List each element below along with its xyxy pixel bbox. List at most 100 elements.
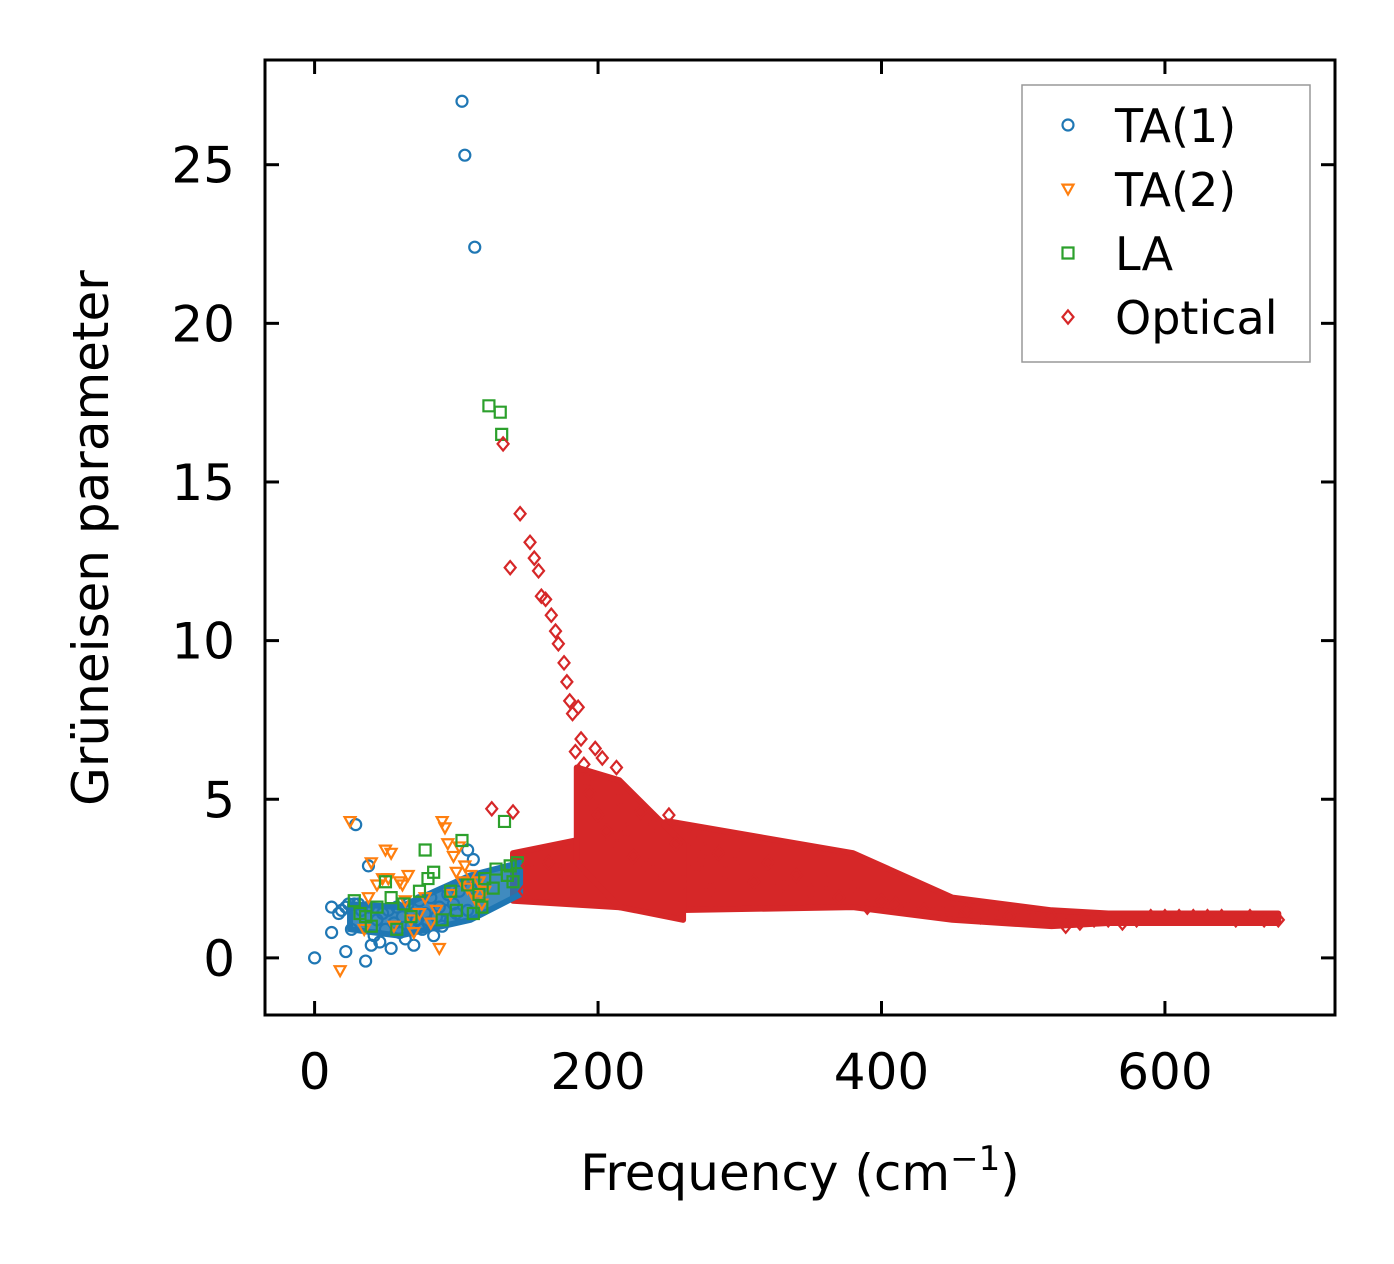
legend-label-ta-1: TA(1)	[1114, 99, 1236, 153]
point-ta-1	[458, 148, 472, 162]
point-optical	[775, 876, 790, 894]
point-ta-1	[432, 900, 446, 914]
point-optical	[571, 698, 586, 716]
point-optical	[661, 806, 676, 824]
point-ta-1	[364, 938, 378, 952]
legend-label-optical: Optical	[1115, 291, 1277, 345]
point-ta-2	[440, 838, 456, 852]
point-optical	[541, 854, 556, 872]
point-optical	[523, 533, 537, 551]
point-optical	[902, 898, 917, 916]
point-optical	[520, 857, 535, 875]
point-la	[384, 891, 398, 905]
point-ta-2	[361, 892, 376, 906]
point-optical	[1243, 908, 1257, 925]
point-optical	[503, 559, 518, 576]
point-optical	[595, 749, 610, 767]
point-ta-2	[434, 815, 450, 830]
point-optical	[626, 848, 641, 865]
point-la	[370, 900, 384, 914]
point-optical	[1030, 911, 1045, 929]
point-la	[506, 875, 520, 889]
point-optical	[579, 771, 594, 789]
point-optical	[609, 759, 624, 776]
x-axis-ticks: 0 200 400 600	[299, 60, 1213, 1101]
point-optical	[1186, 908, 1201, 925]
point-ta-2	[451, 841, 467, 855]
point-optical	[527, 549, 542, 567]
point-optical	[874, 892, 889, 910]
point-la	[347, 894, 361, 908]
point-la	[353, 906, 367, 921]
point-optical	[973, 908, 988, 925]
point-optical	[1200, 908, 1215, 925]
legend-marker-ta-2	[1060, 183, 1076, 197]
point-ta-2	[397, 895, 413, 909]
point-ta-2	[443, 888, 459, 903]
point-ta-2	[463, 869, 478, 884]
point-ta-1	[361, 859, 376, 873]
point-la	[493, 405, 507, 419]
legend: TA(1) TA(2) LA Optical	[1021, 84, 1311, 363]
point-ta-1	[427, 929, 441, 943]
point-ta-2	[395, 879, 410, 893]
y-tick-label: 0	[203, 930, 235, 988]
point-optical	[633, 803, 648, 821]
point-la	[364, 919, 378, 933]
point-optical	[1157, 908, 1172, 925]
point-ta-1	[407, 938, 421, 952]
y-tick-label: 5	[203, 771, 235, 829]
point-optical	[1228, 911, 1243, 929]
point-ta-2	[363, 857, 379, 871]
point-optical	[551, 635, 566, 653]
x-tick-label: 600	[1117, 1043, 1212, 1101]
point-optical	[888, 895, 903, 913]
point-optical	[683, 829, 698, 846]
point-optical	[591, 806, 605, 824]
point-optical	[1002, 908, 1016, 925]
point-optical	[513, 505, 528, 523]
point-optical	[1143, 908, 1158, 925]
point-ta-1	[455, 94, 469, 108]
point-optical	[588, 740, 603, 757]
point-optical	[557, 654, 571, 672]
point-optical	[1172, 908, 1187, 925]
y-axis-ticks: 0 5 10 15 20 25	[171, 137, 1335, 988]
point-optical	[959, 901, 974, 919]
point-ta-2	[406, 927, 422, 941]
point-ta-2	[454, 876, 470, 890]
point-la	[412, 884, 427, 898]
point-la	[495, 427, 509, 441]
point-optical	[576, 756, 591, 773]
x-tick-label: 200	[550, 1043, 645, 1101]
point-optical	[803, 882, 818, 900]
point-la	[482, 399, 496, 413]
point-ta-2	[378, 844, 393, 858]
point-ta-2	[429, 904, 444, 919]
point-optical	[574, 730, 588, 748]
point-ta-1	[373, 935, 387, 949]
legend-label-la: LA	[1115, 227, 1174, 281]
point-optical	[647, 816, 662, 833]
point-optical	[654, 867, 669, 884]
point-cloud-optical	[510, 818, 1282, 930]
point-ta-2	[423, 917, 439, 931]
point-optical	[1044, 908, 1059, 925]
point-optical	[548, 622, 563, 640]
point-optical	[987, 901, 1002, 919]
legend-marker-ta-1	[1061, 118, 1075, 132]
point-ta-2	[332, 965, 348, 979]
point-optical	[690, 857, 705, 875]
x-axis-label: Frequency (cm−1)	[580, 1139, 1020, 1202]
point-ta-1	[429, 910, 444, 924]
y-tick-label: 25	[171, 137, 235, 195]
point-optical	[1115, 914, 1130, 932]
point-la	[427, 865, 441, 879]
point-optical	[496, 435, 511, 453]
point-ta-1	[325, 925, 339, 940]
point-ta-2	[356, 923, 372, 938]
point-optical	[1087, 911, 1102, 929]
x-tick-label: 400	[834, 1043, 929, 1101]
point-optical	[517, 882, 532, 900]
point-ta-1	[332, 906, 346, 920]
